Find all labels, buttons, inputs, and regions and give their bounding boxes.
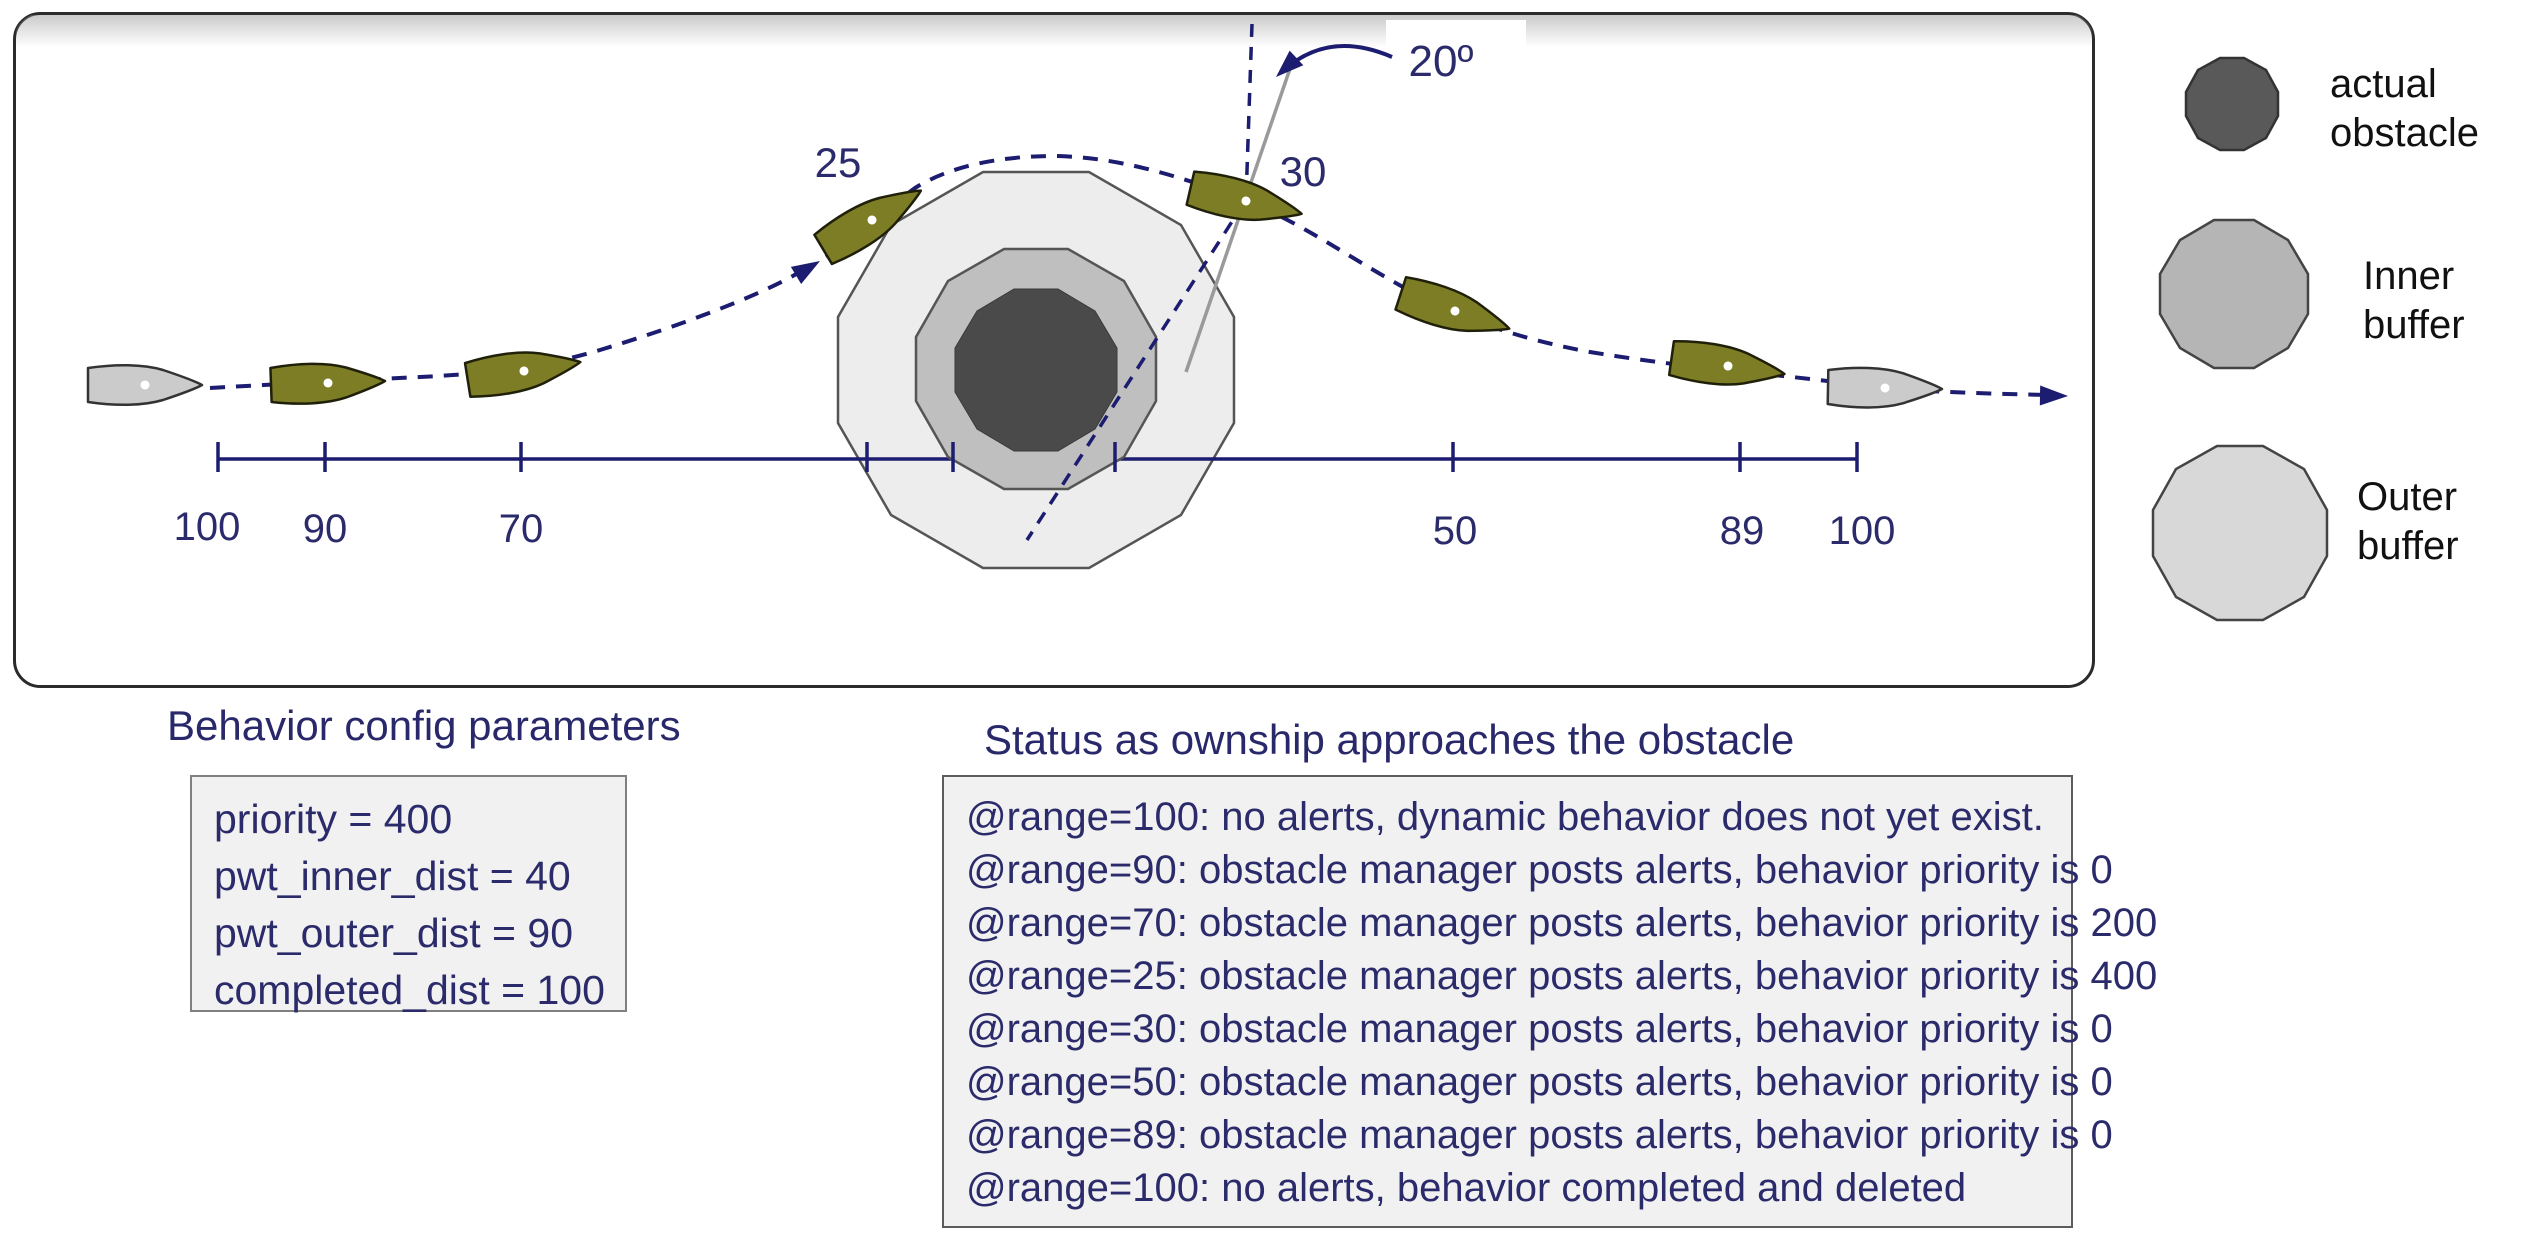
inner-crossing-ticks [951, 442, 1117, 472]
heading-line-dashed-diagonal [1025, 202, 1246, 541]
trajectory-path [209, 153, 2051, 397]
axis-label-89: 89 [1720, 509, 1765, 553]
ownship-boat-70 [463, 341, 585, 401]
config-box: priority = 400 pwt_inner_dist = 40 pwt_o… [190, 775, 627, 1013]
axis-label-70: 70 [499, 507, 544, 551]
ownship-boat-25 [811, 172, 933, 268]
ownship-boat-30 [1184, 167, 1308, 235]
ownship-center-dot [519, 366, 529, 376]
ownship-boat-89 [1667, 337, 1789, 395]
ownship-center-dot [140, 380, 150, 390]
range-label-25: 25 [815, 139, 862, 186]
angle-label: 20º [1408, 37, 1473, 86]
config-line: priority = 400 [214, 796, 453, 842]
config-line: pwt_outer_dist = 90 [214, 910, 573, 956]
config-line: completed_dist = 100 [214, 967, 605, 1013]
angle-label-backdrop [1386, 20, 1526, 80]
axis-label-50: 50 [1433, 509, 1478, 553]
ownship-track [86, 167, 1944, 411]
status-line: @range=25: obstacle manager posts alerts… [966, 954, 2158, 998]
range-label-30: 30 [1280, 148, 1327, 195]
legend-actual-obstacle-label-line2: obstacle [2330, 111, 2479, 155]
ownship-center-dot [1880, 383, 1890, 393]
config-line: pwt_inner_dist = 40 [214, 853, 571, 899]
axis-tick-labels: 100 90 70 50 89 100 [174, 505, 1896, 553]
range-axis [216, 442, 1859, 472]
ownship-center-dot [323, 378, 333, 388]
ownship-boat-90 [269, 359, 387, 407]
legend-outer-buffer-label-line1: Outer [2357, 475, 2457, 519]
status-line: @range=50: obstacle manager posts alerts… [966, 1060, 2113, 1104]
status-line: @range=90: obstacle manager posts alerts… [966, 848, 2113, 892]
status-title: Status as ownship approaches the obstacl… [984, 716, 1795, 763]
ownship-center-dot [1241, 196, 1251, 206]
legend-inner-buffer-label-line1: Inner [2363, 254, 2454, 298]
trajectory-approach-segment [209, 266, 808, 390]
legend-actual-obstacle-swatch [2184, 56, 2280, 152]
ownship-ghost-start [86, 363, 204, 407]
axis-label-90: 90 [303, 507, 348, 551]
ownship-ghost-end [1826, 365, 1944, 411]
status-line: @range=70: obstacle manager posts alerts… [966, 901, 2158, 945]
ownship-center-dot [1723, 361, 1733, 371]
status-line: @range=100: no alerts, behavior complete… [966, 1166, 1967, 1210]
legend-outer-buffer-label-line2: buffer [2357, 524, 2459, 568]
legend-inner-buffer-label-line2: buffer [2363, 303, 2465, 347]
actual-obstacle-polygon [954, 288, 1118, 452]
heading-line-dashed-vertical [1244, 23, 1254, 201]
status-line: @range=89: obstacle manager posts alerts… [966, 1113, 2113, 1157]
legend-inner-buffer-swatch [2158, 218, 2310, 370]
status-box: @range=100: no alerts, dynamic behavior … [942, 775, 2158, 1228]
panel-top-shadow [16, 15, 2092, 47]
legend-actual-obstacle-label-line1: actual [2330, 62, 2437, 106]
config-title: Behavior config parameters [167, 702, 681, 749]
ownship-center-dot [1450, 306, 1460, 316]
legend-outer-buffer-swatch [2151, 444, 2329, 622]
status-line: @range=100: no alerts, dynamic behavior … [966, 795, 2044, 839]
legend: actual obstacle Inner buffer Outer buffe… [2151, 56, 2479, 622]
axis-label-100-left: 100 [174, 505, 241, 549]
ownship-center-dot [867, 215, 877, 225]
axis-label-100-right: 100 [1829, 509, 1896, 553]
status-line: @range=30: obstacle manager posts alerts… [966, 1007, 2113, 1051]
ownship-boat-50 [1393, 273, 1517, 349]
